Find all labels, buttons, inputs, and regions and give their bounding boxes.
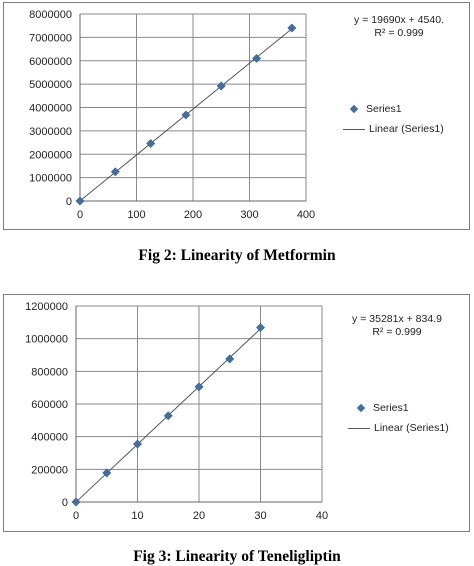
data-point xyxy=(110,167,120,177)
y-tick-label: 2000000 xyxy=(29,149,72,161)
y-tick-label: 1000000 xyxy=(29,173,72,185)
chart-metformin: 0 1000000 2000000 3000000 4000000 5000000 6000… xyxy=(3,2,470,230)
x-tick-label: 10 xyxy=(131,510,143,522)
plot-area-metformin: 0 1000000 2000000 3000000 4000000 5000000 6000… xyxy=(29,9,315,221)
chart-teneligliptin: 0 200000 400000 600000 800000 1000000 1200000 0… xyxy=(3,294,470,532)
data-point xyxy=(216,81,226,91)
y-tick-label: 800000 xyxy=(31,366,68,378)
data-point xyxy=(252,53,262,63)
y-tick-label: 6000000 xyxy=(29,56,72,68)
y-tick-label: 200000 xyxy=(31,464,68,476)
legend-trendline-label: Linear (Series1) xyxy=(369,123,444,135)
y-tick-label: 0 xyxy=(66,196,72,208)
data-point xyxy=(255,323,266,333)
plot-area-teneligliptin: 0 200000 400000 600000 800000 1000000 1200000 0… xyxy=(25,301,328,522)
legend-trendline: Linear (Series1) xyxy=(348,422,449,434)
x-tick-label: 20 xyxy=(193,510,205,522)
data-point xyxy=(194,382,204,392)
legend-trendline: Linear (Series1) xyxy=(343,123,444,135)
line-marker-icon xyxy=(348,427,370,429)
y-tick-label: 7000000 xyxy=(29,32,72,44)
diamond-marker-icon xyxy=(349,104,359,114)
equation-text: y = 19690x + 4540. xyxy=(354,14,444,26)
figure-caption-teneligliptin: Fig 3: Linearity of Teneligliptin xyxy=(133,548,341,565)
y-tick-label: 4000000 xyxy=(29,103,72,115)
x-tick-label: 300 xyxy=(240,209,258,221)
x-tick-label: 0 xyxy=(77,209,83,221)
y-tick-label: 5000000 xyxy=(29,79,72,91)
x-tick-label: 100 xyxy=(127,209,145,221)
data-point xyxy=(102,468,112,478)
y-tick-label: 1200000 xyxy=(25,301,68,313)
y-tick-label: 600000 xyxy=(31,399,68,411)
x-tick-label: 400 xyxy=(297,209,315,221)
y-tick-label: 8000000 xyxy=(29,9,72,21)
data-point xyxy=(132,439,143,449)
y-tick-label: 3000000 xyxy=(29,126,72,138)
legend-series1: Series1 xyxy=(354,402,409,414)
legend-series1: Series1 xyxy=(347,103,402,115)
legend-series1-label: Series1 xyxy=(373,402,409,414)
trendline-equation: y = 19690x + 4540. R² = 0.999 xyxy=(340,14,458,40)
y-tick-label: 0 xyxy=(62,497,68,509)
data-point xyxy=(287,23,297,33)
x-tick-label: 40 xyxy=(316,510,328,522)
data-point xyxy=(225,354,235,364)
data-point xyxy=(146,138,156,149)
x-tick-label: 30 xyxy=(254,510,266,522)
data-point xyxy=(163,411,173,421)
r-squared-text: R² = 0.999 xyxy=(372,326,422,338)
x-tick-label: 0 xyxy=(73,510,79,522)
y-tick-label: 400000 xyxy=(31,432,68,444)
legend-trendline-label: Linear (Series1) xyxy=(374,422,449,434)
figure-caption-metformin: Fig 2: Linearity of Metformin xyxy=(138,247,336,264)
diamond-marker-icon xyxy=(356,403,366,413)
equation-text: y = 35281x + 834.9 xyxy=(352,313,442,325)
y-tick-label: 1000000 xyxy=(25,334,68,346)
x-tick-label: 200 xyxy=(184,209,202,221)
line-marker-icon xyxy=(343,128,365,130)
legend-series1-label: Series1 xyxy=(366,103,402,115)
r-squared-text: R² = 0.999 xyxy=(374,27,424,39)
trendline-equation: y = 35281x + 834.9 R² = 0.999 xyxy=(338,313,456,339)
data-point xyxy=(181,110,191,120)
data-point xyxy=(75,196,85,206)
data-point xyxy=(71,497,81,507)
